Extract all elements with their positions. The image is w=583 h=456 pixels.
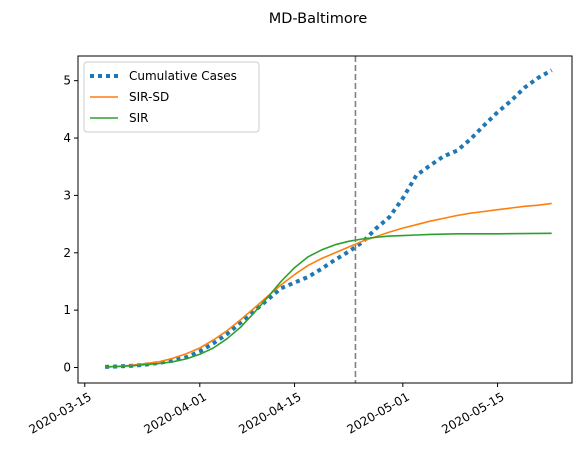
x-tick-label: 2020-04-15 (236, 390, 303, 437)
legend: Cumulative Cases SIR-SD SIR (83, 61, 260, 133)
series-line-1 (105, 202, 552, 368)
x-axis: 2020-03-15 2020-04-01 2020-04-15 2020-05-01… (26, 383, 507, 437)
y-tick-label: 3 (63, 188, 71, 202)
y-tick-label: 2 (63, 246, 71, 260)
x-tick-label: 2020-04-01 (142, 390, 209, 437)
series-line-2 (105, 232, 552, 368)
series-line-0 (105, 68, 553, 369)
chart-title: MD-Baltimore (269, 11, 368, 27)
legend-label-2: SIR (129, 111, 149, 125)
x-tick-label: 2020-05-15 (439, 390, 506, 437)
y-tick-label: 0 (63, 361, 71, 375)
y-axis: 0 1 2 3 4 5 (63, 74, 78, 375)
plot-area (77, 55, 573, 384)
x-tick-label: 2020-03-15 (26, 390, 93, 437)
x-tick-label: 2020-05-01 (345, 390, 412, 437)
legend-box (83, 61, 260, 133)
y-tick-label: 4 (63, 131, 71, 145)
legend-label-0: Cumulative Cases (129, 69, 237, 83)
series-layer (105, 68, 553, 369)
plot-frame (77, 55, 573, 384)
y-tick-label: 1 (63, 303, 71, 317)
y-tick-label: 5 (63, 74, 71, 88)
legend-label-1: SIR-SD (129, 90, 169, 104)
